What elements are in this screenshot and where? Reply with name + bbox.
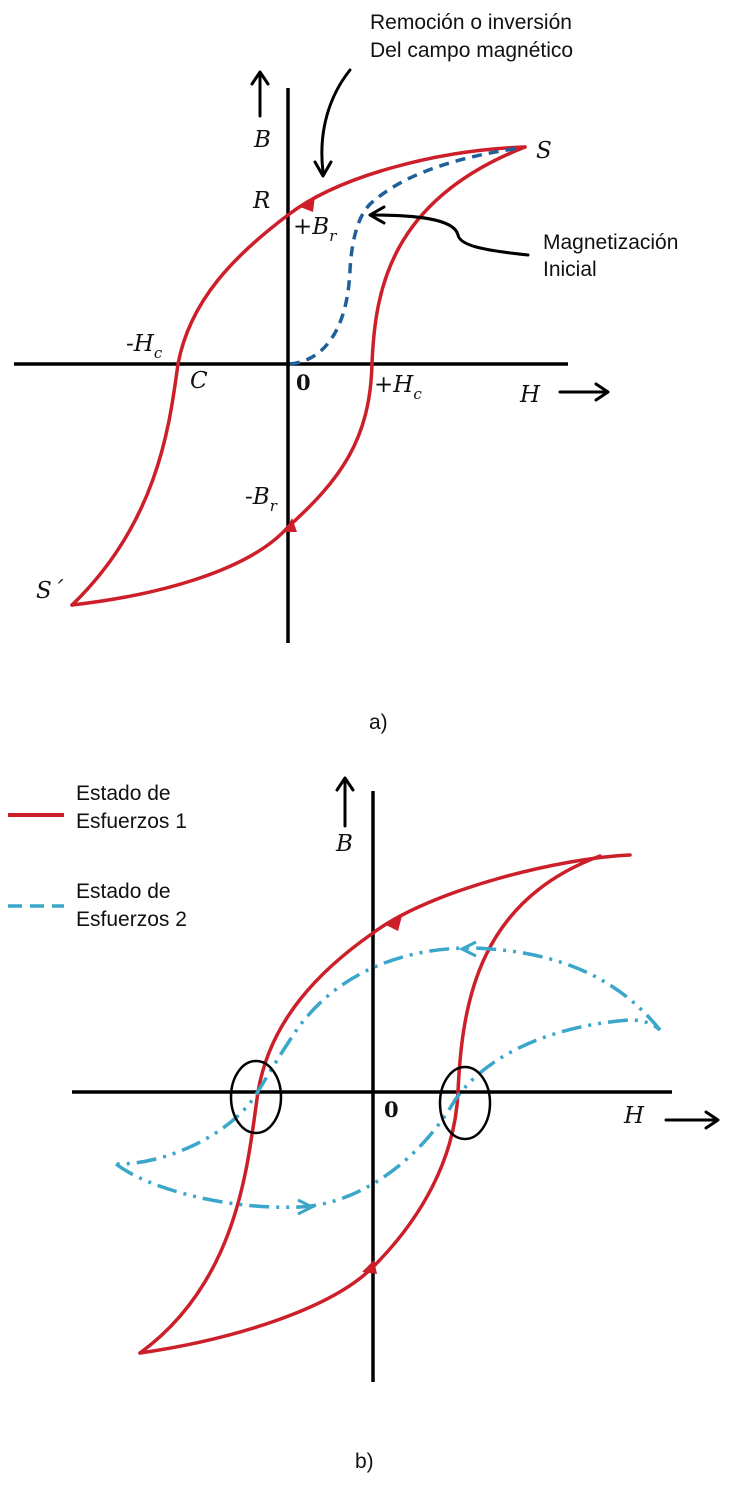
panel-a-label-plus-hc: +Hc xyxy=(374,372,422,403)
panel-a-label-b: B xyxy=(253,127,271,153)
legend-label-state-1-line1: Estado de xyxy=(76,782,171,805)
panel-a-label-r: R xyxy=(252,188,270,214)
panel-a-label-zero: 0 xyxy=(296,370,311,395)
panel-a-loop-arrow-upper xyxy=(300,196,315,212)
panel-a-loop-lower-branch xyxy=(70,145,527,607)
panel-a-b-direction-arrow xyxy=(250,70,270,118)
panel-b-loop-arrow-lower xyxy=(362,1260,377,1274)
panel-b-b-direction-arrow xyxy=(335,776,355,828)
panel-b-loop-state-1-lower xyxy=(138,854,602,1355)
panel-a-annotation-right-line1: Magnetización xyxy=(543,231,678,254)
panel-a-removal-arrow xyxy=(320,68,352,174)
panel-b-state-2-upper-curve xyxy=(115,946,662,1166)
panel-a-label-s: S xyxy=(536,138,552,164)
panel-b-loop-arrow-upper xyxy=(386,916,402,931)
panel-b: Estado de Esfuerzos 1 Estado de Esfuerzo… xyxy=(8,776,720,1473)
panel-a-initial-magnetization-arrow xyxy=(370,213,530,257)
panel-a-initial-magnetization-curve xyxy=(289,146,521,366)
panel-a-label-plus-br: +Br xyxy=(293,214,337,245)
panel-a-loop-arrow-lower xyxy=(284,518,297,532)
panel-a-label-s-prime: S´ xyxy=(36,578,64,604)
panel-b-caption: b) xyxy=(355,1450,374,1473)
panel-a-label-minus-br: -Br xyxy=(245,484,278,515)
panel-b-ellipse-left xyxy=(229,1059,283,1135)
legend-label-state-2-line1: Estado de xyxy=(76,880,171,903)
panel-a: Remoción o inversión Del campo magnético… xyxy=(14,11,678,734)
panel-a-label-c: C xyxy=(190,368,208,394)
legend-label-state-1-line2: Esfuerzos 1 xyxy=(76,810,187,833)
panel-b-ellipse-right xyxy=(438,1065,492,1141)
panel-b-state-2-arrow-upper xyxy=(458,940,477,958)
panel-b-loop-state-1-upper xyxy=(138,853,632,1355)
panel-a-label-h: H xyxy=(519,382,541,408)
legend-label-state-2-line2: Esfuerzos 2 xyxy=(76,908,187,931)
panel-a-annotation-top-line1: Remoción o inversión xyxy=(370,11,572,34)
panel-b-state-2-arrow-lower xyxy=(297,1198,316,1216)
panel-b-h-direction-arrow xyxy=(664,1110,720,1130)
panel-a-label-minus-hc: -Hc xyxy=(126,331,163,362)
panel-b-label-h: H xyxy=(623,1103,645,1129)
panel-a-h-direction-arrow xyxy=(558,382,610,402)
panel-a-annotation-right-line2: Inicial xyxy=(543,258,597,281)
panel-a-annotation-top-line2: Del campo magnético xyxy=(370,39,573,62)
panel-a-loop-upper-branch xyxy=(70,145,527,607)
panel-b-label-b: B xyxy=(335,831,353,857)
panel-a-caption: a) xyxy=(369,711,388,734)
panel-b-label-zero: 0 xyxy=(384,1097,399,1122)
